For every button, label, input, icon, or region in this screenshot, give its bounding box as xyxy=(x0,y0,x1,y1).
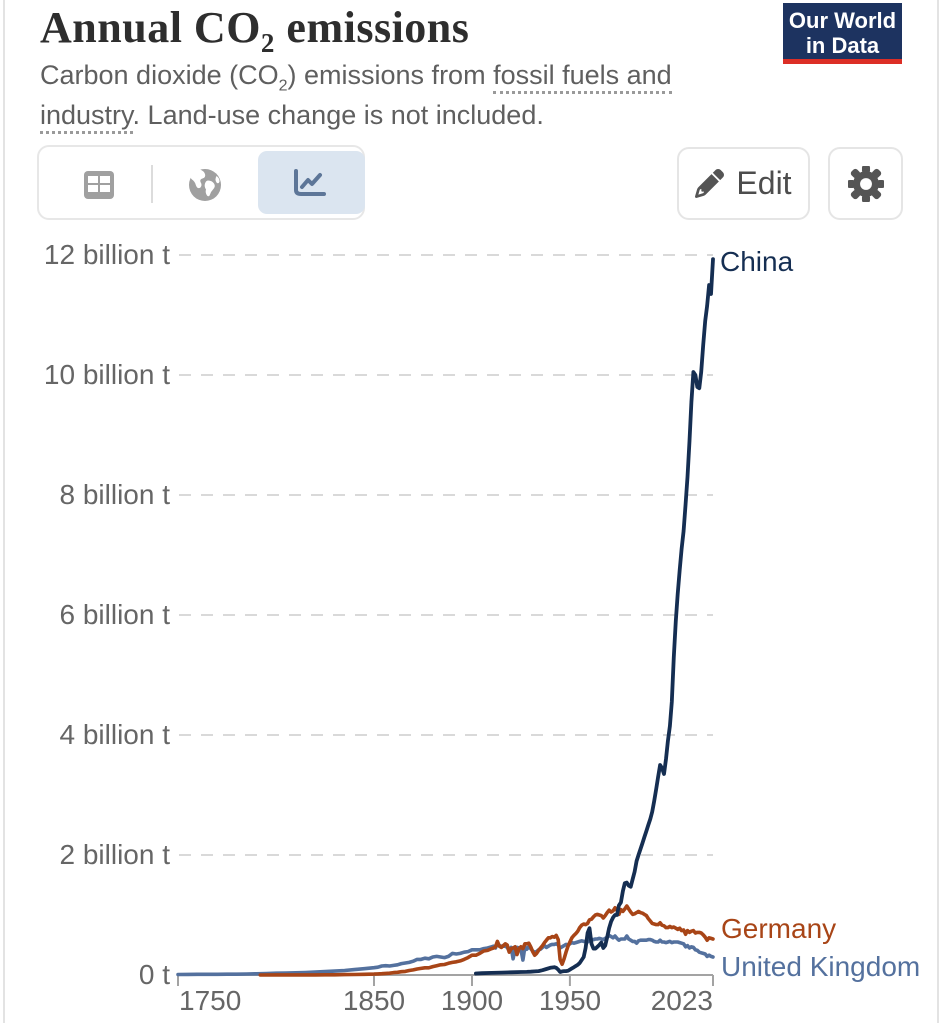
svg-text:10 billion t: 10 billion t xyxy=(44,359,170,390)
svg-text:6 billion t: 6 billion t xyxy=(59,599,170,630)
svg-text:4 billion t: 4 billion t xyxy=(59,719,170,750)
svg-text:0 t: 0 t xyxy=(139,959,170,990)
svg-text:2 billion t: 2 billion t xyxy=(59,839,170,870)
svg-text:1850: 1850 xyxy=(343,985,405,1016)
svg-text:China: China xyxy=(720,246,794,277)
svg-text:1900: 1900 xyxy=(441,985,503,1016)
svg-text:8 billion t: 8 billion t xyxy=(59,479,170,510)
svg-text:2023: 2023 xyxy=(651,985,713,1016)
svg-text:1950: 1950 xyxy=(539,985,601,1016)
svg-text:Germany: Germany xyxy=(721,913,836,944)
svg-text:1750: 1750 xyxy=(179,985,241,1016)
svg-text:United Kingdom: United Kingdom xyxy=(721,951,920,982)
svg-text:12 billion t: 12 billion t xyxy=(44,239,170,270)
